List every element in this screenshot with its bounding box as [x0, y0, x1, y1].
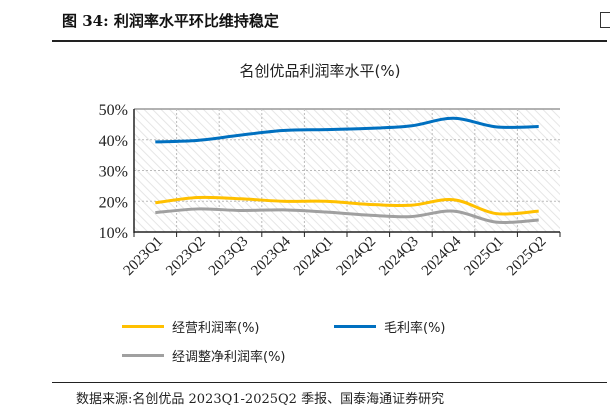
x-tick-label: 2024Q4 — [419, 233, 465, 279]
y-tick-label: 40% — [99, 133, 128, 150]
legend-swatch — [122, 354, 164, 357]
legend-item-operating-margin: 经营利润率(%) — [122, 317, 260, 336]
legend-item-adjusted-net-margin: 经调整净利润率(%) — [122, 346, 286, 365]
x-tick-label: 2025Q1 — [461, 234, 506, 279]
title-divider — [52, 40, 607, 42]
x-tick-label: 2025Q2 — [504, 234, 549, 279]
page-edge-mark — [600, 12, 610, 28]
y-tick-label: 20% — [99, 194, 128, 211]
legend-label: 经营利润率(%) — [172, 321, 260, 336]
figure-title: 图 34: 利润率水平环比维持稳定 — [62, 12, 279, 30]
source-note: 数据来源:名创优品 2023Q1-2025Q2 季报、国泰海通证券研究 — [76, 392, 445, 407]
y-tick-label: 50% — [99, 102, 128, 119]
series-line — [155, 195, 539, 216]
legend-swatch — [334, 325, 376, 328]
legend-item-gross-margin: 毛利率(%) — [334, 317, 446, 336]
y-tick-label: 30% — [99, 164, 128, 181]
legend-swatch — [122, 325, 164, 328]
x-tick-label: 2024Q1 — [291, 234, 336, 279]
series-line — [155, 207, 539, 225]
bottom-divider — [52, 382, 607, 383]
x-tick-label: 2024Q3 — [376, 234, 421, 279]
chart-title: 名创优品利润率水平(%) — [239, 62, 401, 80]
legend-label: 经调整净利润率(%) — [172, 350, 286, 365]
x-tick-label: 2023Q4 — [248, 233, 294, 279]
x-tick-label: 2023Q3 — [206, 234, 251, 279]
legend-label: 毛利率(%) — [384, 321, 446, 336]
x-tick-label: 2023Q2 — [163, 234, 208, 279]
y-tick-label: 10% — [99, 225, 128, 242]
series-line — [155, 116, 539, 144]
x-tick-label: 2024Q2 — [334, 234, 379, 279]
